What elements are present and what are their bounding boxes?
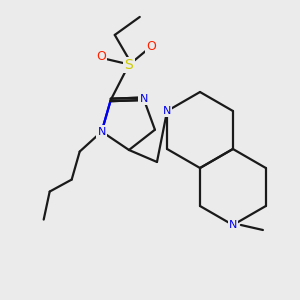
Text: N: N [163, 106, 171, 116]
Text: O: O [96, 50, 106, 63]
Text: O: O [146, 40, 156, 53]
Text: N: N [98, 127, 106, 136]
Text: N: N [140, 94, 148, 104]
Text: S: S [124, 58, 133, 72]
Text: N: N [229, 220, 237, 230]
